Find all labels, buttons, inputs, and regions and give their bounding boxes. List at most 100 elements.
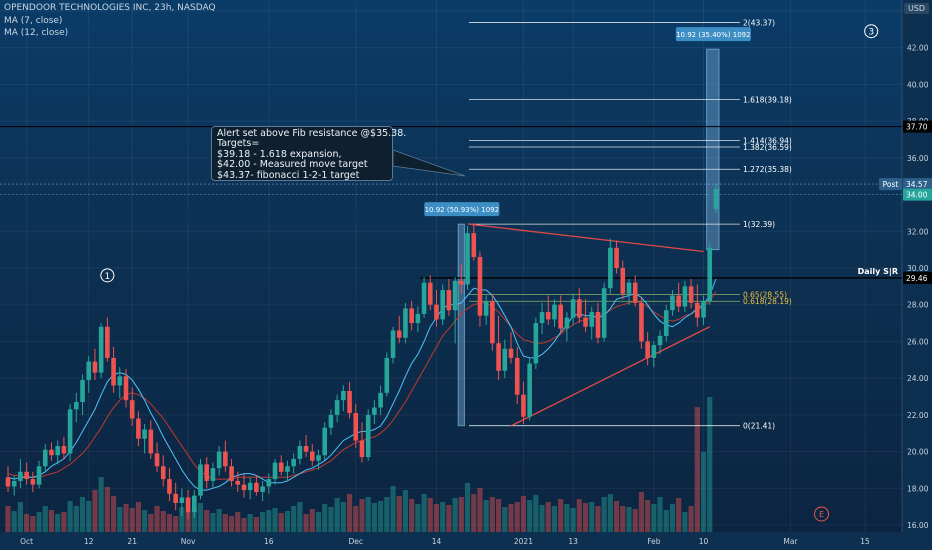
candle-body[interactable] xyxy=(61,446,67,454)
candle-body[interactable] xyxy=(247,482,253,491)
candle-body[interactable] xyxy=(514,357,520,395)
candle-body[interactable] xyxy=(49,449,54,456)
candle-body[interactable] xyxy=(30,479,36,485)
candle-body[interactable] xyxy=(427,282,433,305)
ma7-legend[interactable]: MA (7, close) xyxy=(4,16,63,26)
candle-body[interactable] xyxy=(74,402,79,410)
trendline[interactable] xyxy=(467,223,704,253)
candle-body[interactable] xyxy=(18,471,23,481)
candle-body[interactable] xyxy=(98,326,104,373)
candle-body[interactable] xyxy=(5,477,11,487)
candle-body[interactable] xyxy=(676,295,681,307)
candle-body[interactable] xyxy=(223,451,228,467)
candle-body[interactable] xyxy=(235,480,241,485)
candle-body[interactable] xyxy=(483,301,489,316)
candle-body[interactable] xyxy=(471,233,477,257)
candle-body[interactable] xyxy=(24,471,29,480)
candle-body[interactable] xyxy=(167,479,172,494)
candle-body[interactable] xyxy=(390,330,396,358)
candle-body[interactable] xyxy=(626,282,632,294)
candle-body[interactable] xyxy=(502,348,508,371)
candle-body[interactable] xyxy=(446,290,452,311)
candle-body[interactable] xyxy=(105,326,110,358)
candle-body[interactable] xyxy=(216,451,222,469)
candle-body[interactable] xyxy=(682,286,688,307)
candle-body[interactable] xyxy=(86,361,92,380)
candle-body[interactable] xyxy=(545,312,551,320)
candle-body[interactable] xyxy=(67,409,73,454)
candle-body[interactable] xyxy=(452,280,458,311)
candle-body[interactable] xyxy=(564,317,570,329)
candle-body[interactable] xyxy=(558,304,563,329)
candle-body[interactable] xyxy=(36,466,42,485)
candle-body[interactable] xyxy=(695,302,700,318)
candle-body[interactable] xyxy=(359,440,365,458)
candle-body[interactable] xyxy=(254,482,259,492)
candle-body[interactable] xyxy=(663,310,669,336)
candle-body[interactable] xyxy=(204,464,210,481)
candle-body[interactable] xyxy=(136,418,141,439)
candle-body[interactable] xyxy=(539,312,545,324)
candle-body[interactable] xyxy=(620,268,626,294)
candle-body[interactable] xyxy=(266,479,272,487)
candle-body[interactable] xyxy=(490,301,495,344)
candle-body[interactable] xyxy=(521,394,526,417)
candle-body[interactable] xyxy=(577,299,582,318)
candle-body[interactable] xyxy=(589,312,595,327)
candle-body[interactable] xyxy=(421,282,427,314)
candle-body[interactable] xyxy=(707,247,713,302)
candle-body[interactable] xyxy=(260,486,265,492)
candle-body[interactable] xyxy=(154,453,160,467)
candle-body[interactable] xyxy=(583,317,588,327)
currency-label[interactable]: USD xyxy=(904,3,930,14)
candle-body[interactable] xyxy=(334,400,340,415)
candle-body[interactable] xyxy=(55,446,60,456)
candle-body[interactable] xyxy=(595,312,601,338)
candle-body[interactable] xyxy=(527,363,532,417)
candle-body[interactable] xyxy=(229,466,234,481)
candle-body[interactable] xyxy=(434,304,439,320)
candle-body[interactable] xyxy=(657,335,663,346)
candle-body[interactable] xyxy=(185,497,191,513)
candle-body[interactable] xyxy=(142,429,147,439)
wave-label-circle[interactable] xyxy=(864,24,879,39)
candle-body[interactable] xyxy=(210,468,216,481)
candle-body[interactable] xyxy=(632,282,638,303)
candle-body[interactable] xyxy=(322,427,328,456)
candle-body[interactable] xyxy=(111,357,116,386)
trendline[interactable] xyxy=(510,326,711,427)
candle-body[interactable] xyxy=(403,308,408,338)
candle-body[interactable] xyxy=(701,301,706,318)
candle-body[interactable] xyxy=(440,290,445,320)
candle-body[interactable] xyxy=(309,451,315,461)
candle-body[interactable] xyxy=(465,233,470,285)
candle-body[interactable] xyxy=(11,480,17,487)
candle-body[interactable] xyxy=(415,313,421,324)
candle-body[interactable] xyxy=(552,304,557,320)
candle-body[interactable] xyxy=(92,361,98,373)
candle-body[interactable] xyxy=(384,357,390,393)
measure-box[interactable] xyxy=(706,48,720,251)
candle-body[interactable] xyxy=(80,379,85,403)
candle-body[interactable] xyxy=(285,466,290,472)
measure-box[interactable] xyxy=(457,223,465,427)
candle-body[interactable] xyxy=(291,458,296,467)
candle-body[interactable] xyxy=(278,462,284,472)
candle-body[interactable] xyxy=(608,247,613,289)
candle-body[interactable] xyxy=(601,288,607,338)
candle-body[interactable] xyxy=(670,295,675,311)
candle-body[interactable] xyxy=(328,414,334,428)
candle-body[interactable] xyxy=(123,376,129,401)
candle-body[interactable] xyxy=(713,189,719,210)
candle-body[interactable] xyxy=(129,400,135,419)
candle-body[interactable] xyxy=(303,446,309,452)
candle-body[interactable] xyxy=(353,413,359,441)
candle-body[interactable] xyxy=(378,392,383,408)
alert-annotation[interactable]: Alert set above Fib resistance @$35.38. … xyxy=(211,126,406,181)
candle-body[interactable] xyxy=(459,280,464,285)
candle-body[interactable] xyxy=(179,497,185,503)
candle-body[interactable] xyxy=(272,462,278,480)
candle-body[interactable] xyxy=(42,449,48,467)
candle-body[interactable] xyxy=(173,493,178,503)
